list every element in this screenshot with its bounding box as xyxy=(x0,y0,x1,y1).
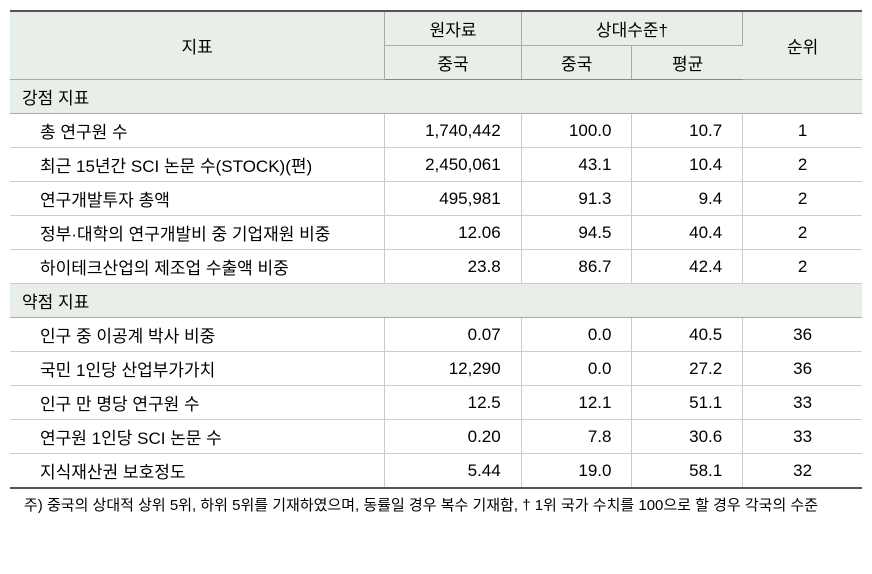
indicator-cell: 정부·대학의 연구개발비 중 기업재원 비중 xyxy=(10,216,385,250)
raw-cell: 0.07 xyxy=(385,318,521,352)
rank-cell: 2 xyxy=(743,216,862,250)
section-header-cell: 약점 지표 xyxy=(10,284,862,318)
rel-cn-cell: 86.7 xyxy=(521,250,632,284)
rel-cn-cell: 19.0 xyxy=(521,454,632,489)
rank-cell: 2 xyxy=(743,182,862,216)
indicator-cell: 지식재산권 보호정도 xyxy=(10,454,385,489)
rel-cn-cell: 0.0 xyxy=(521,318,632,352)
section-header-row: 약점 지표 xyxy=(10,284,862,318)
rel-avg-cell: 58.1 xyxy=(632,454,743,489)
table-header: 지표 원자료 상대수준† 순위 중국 중국 평균 xyxy=(10,11,862,80)
table-row: 국민 1인당 산업부가가치12,2900.027.236 xyxy=(10,352,862,386)
rel-cn-cell: 91.3 xyxy=(521,182,632,216)
indicator-cell: 연구원 1인당 SCI 논문 수 xyxy=(10,420,385,454)
indicator-cell: 하이테크산업의 제조업 수출액 비중 xyxy=(10,250,385,284)
raw-cell: 12,290 xyxy=(385,352,521,386)
rel-cn-cell: 94.5 xyxy=(521,216,632,250)
header-rank: 순위 xyxy=(743,11,862,80)
rel-avg-cell: 51.1 xyxy=(632,386,743,420)
header-raw: 원자료 xyxy=(385,11,521,46)
table-row: 인구 중 이공계 박사 비중0.070.040.536 xyxy=(10,318,862,352)
table-row: 연구원 1인당 SCI 논문 수0.207.830.633 xyxy=(10,420,862,454)
section-header-cell: 강점 지표 xyxy=(10,80,862,114)
rel-avg-cell: 27.2 xyxy=(632,352,743,386)
subheader-avg: 평균 xyxy=(632,46,743,80)
indicator-cell: 총 연구원 수 xyxy=(10,114,385,148)
rel-avg-cell: 40.5 xyxy=(632,318,743,352)
table-row: 하이테크산업의 제조업 수출액 비중23.886.742.42 xyxy=(10,250,862,284)
rank-cell: 2 xyxy=(743,148,862,182)
raw-cell: 495,981 xyxy=(385,182,521,216)
indicator-cell: 최근 15년간 SCI 논문 수(STOCK)(편) xyxy=(10,148,385,182)
section-header-row: 강점 지표 xyxy=(10,80,862,114)
rel-cn-cell: 43.1 xyxy=(521,148,632,182)
rel-cn-cell: 12.1 xyxy=(521,386,632,420)
data-table: 지표 원자료 상대수준† 순위 중국 중국 평균 강점 지표총 연구원 수1,7… xyxy=(10,10,862,489)
footnote: 주) 중국의 상대적 상위 5위, 하위 5위를 기재하였으며, 동률일 경우 … xyxy=(34,489,862,518)
rel-avg-cell: 40.4 xyxy=(632,216,743,250)
rank-cell: 36 xyxy=(743,352,862,386)
indicator-cell: 인구 중 이공계 박사 비중 xyxy=(10,318,385,352)
subheader-china-rel: 중국 xyxy=(521,46,632,80)
table-body: 강점 지표총 연구원 수1,740,442100.010.71최근 15년간 S… xyxy=(10,80,862,489)
rel-cn-cell: 7.8 xyxy=(521,420,632,454)
header-relative: 상대수준† xyxy=(521,11,743,46)
rank-cell: 33 xyxy=(743,386,862,420)
rank-cell: 33 xyxy=(743,420,862,454)
rel-avg-cell: 9.4 xyxy=(632,182,743,216)
table-row: 최근 15년간 SCI 논문 수(STOCK)(편)2,450,06143.11… xyxy=(10,148,862,182)
raw-cell: 12.06 xyxy=(385,216,521,250)
header-indicator: 지표 xyxy=(10,11,385,80)
rank-cell: 2 xyxy=(743,250,862,284)
rel-avg-cell: 30.6 xyxy=(632,420,743,454)
rel-avg-cell: 10.7 xyxy=(632,114,743,148)
raw-cell: 0.20 xyxy=(385,420,521,454)
table-row: 연구개발투자 총액495,98191.39.42 xyxy=(10,182,862,216)
rel-avg-cell: 10.4 xyxy=(632,148,743,182)
table-row: 인구 만 명당 연구원 수12.512.151.133 xyxy=(10,386,862,420)
indicator-cell: 연구개발투자 총액 xyxy=(10,182,385,216)
indicator-cell: 인구 만 명당 연구원 수 xyxy=(10,386,385,420)
table-row: 정부·대학의 연구개발비 중 기업재원 비중12.0694.540.42 xyxy=(10,216,862,250)
rel-cn-cell: 0.0 xyxy=(521,352,632,386)
raw-cell: 5.44 xyxy=(385,454,521,489)
rank-cell: 1 xyxy=(743,114,862,148)
rank-cell: 32 xyxy=(743,454,862,489)
subheader-china-raw: 중국 xyxy=(385,46,521,80)
raw-cell: 1,740,442 xyxy=(385,114,521,148)
rel-cn-cell: 100.0 xyxy=(521,114,632,148)
table-row: 지식재산권 보호정도5.4419.058.132 xyxy=(10,454,862,489)
raw-cell: 2,450,061 xyxy=(385,148,521,182)
raw-cell: 12.5 xyxy=(385,386,521,420)
rel-avg-cell: 42.4 xyxy=(632,250,743,284)
indicator-cell: 국민 1인당 산업부가가치 xyxy=(10,352,385,386)
raw-cell: 23.8 xyxy=(385,250,521,284)
rank-cell: 36 xyxy=(743,318,862,352)
table-row: 총 연구원 수1,740,442100.010.71 xyxy=(10,114,862,148)
